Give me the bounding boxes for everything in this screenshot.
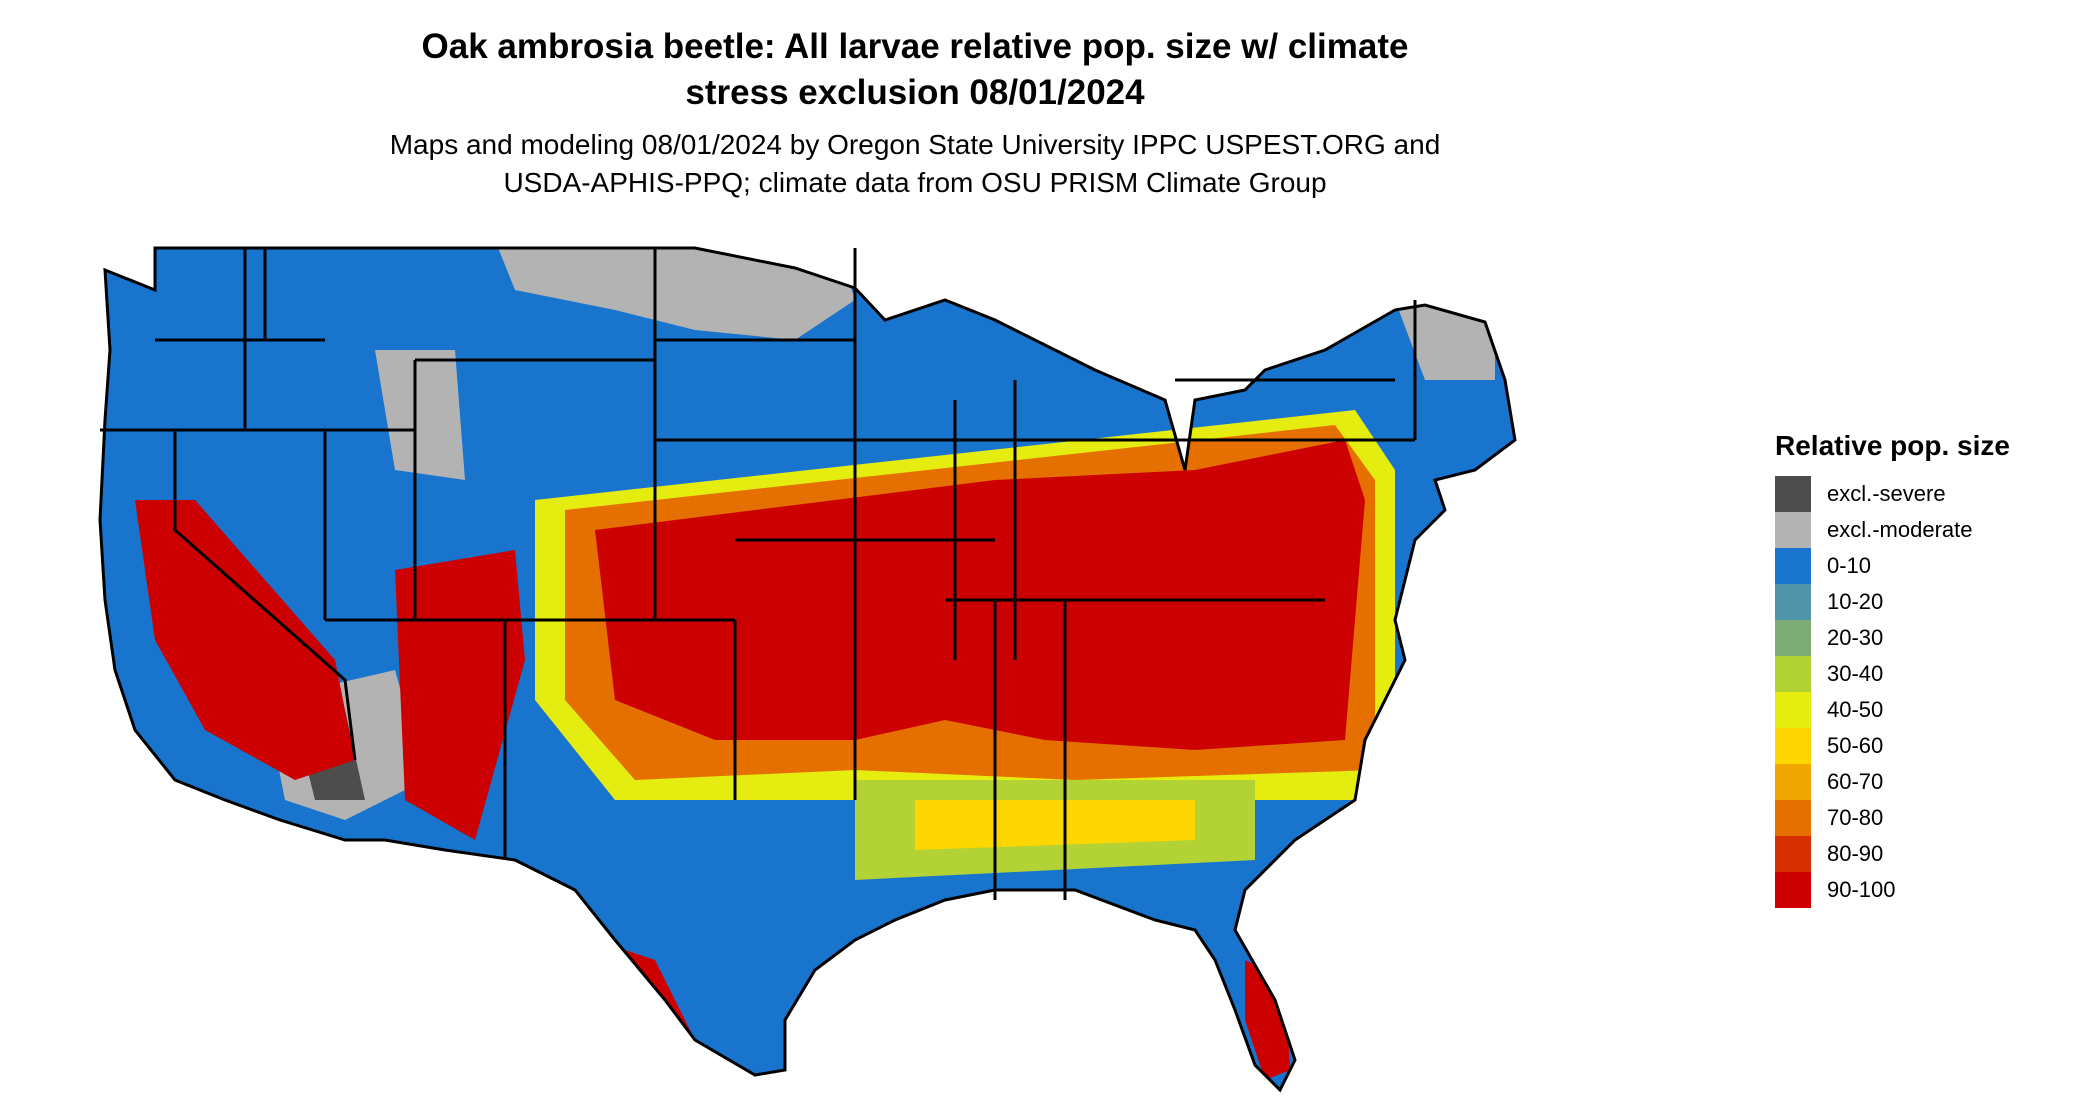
subtitle-line-1: Maps and modeling 08/01/2024 by Oregon S…	[389, 129, 1441, 160]
zone-excl-wyoming	[375, 350, 465, 480]
legend-swatch	[1775, 584, 1811, 620]
legend-swatch	[1775, 764, 1811, 800]
legend-item: 90-100	[1775, 872, 2075, 908]
legend-label: 30-40	[1827, 661, 1884, 686]
legend-label: 90-100	[1827, 877, 1896, 902]
legend-item: 40-50	[1775, 692, 2075, 728]
legend-label: 60-70	[1827, 769, 1884, 794]
us-map	[95, 240, 1755, 1110]
legend-label: 0-10	[1827, 553, 1872, 578]
legend-items: excl.-severe excl.-moderate 0-10 10-20 20-30…	[1775, 476, 2075, 908]
zone-90-100-california	[135, 500, 355, 780]
legend-label: 50-60	[1827, 733, 1884, 758]
legend-swatch	[1775, 692, 1811, 728]
legend-swatch	[1775, 728, 1811, 764]
legend-label: excl.-severe	[1827, 481, 1946, 506]
legend-swatch	[1775, 800, 1811, 836]
legend-swatch	[1775, 656, 1811, 692]
zone-50-60-gulf	[915, 800, 1195, 850]
us-map-svg	[98, 246, 1517, 1092]
legend-title: Relative pop. size	[1775, 430, 2010, 461]
legend-swatch	[1775, 548, 1811, 584]
map-title: Oak ambrosia beetle: All larvae relative…	[0, 24, 1830, 116]
legend-swatch	[1775, 476, 1811, 512]
choropleth-fills	[100, 248, 1515, 1090]
legend-label: excl.-moderate	[1827, 517, 1973, 542]
legend-swatch	[1775, 872, 1811, 908]
zone-90-100-florida	[1245, 960, 1290, 1080]
legend-item: 30-40	[1775, 656, 2075, 692]
title-line-2: stress exclusion 08/01/2024	[685, 73, 1145, 112]
zone-excl-maine	[1395, 300, 1495, 380]
zone-90-100-central	[595, 440, 1365, 750]
legend-item: 10-20	[1775, 584, 2075, 620]
legend-swatch	[1775, 620, 1811, 656]
legend-label: 10-20	[1827, 589, 1884, 614]
legend-item: 50-60	[1775, 728, 2075, 764]
legend-label: 20-30	[1827, 625, 1884, 650]
legend-swatch	[1775, 836, 1811, 872]
subtitle-line-2: USDA-APHIS-PPQ; climate data from OSU PR…	[503, 167, 1327, 198]
title-line-1: Oak ambrosia beetle: All larvae relative…	[421, 27, 1409, 66]
border-ca-nv	[173, 430, 357, 761]
legend-label: 80-90	[1827, 841, 1884, 866]
legend-item: 80-90	[1775, 836, 2075, 872]
legend-item: excl.-severe	[1775, 476, 2075, 512]
legend-label: 40-50	[1827, 697, 1884, 722]
legend-item: 60-70	[1775, 764, 2075, 800]
legend-label: 70-80	[1827, 805, 1884, 830]
legend-swatch	[1775, 512, 1811, 548]
legend-item: excl.-moderate	[1775, 512, 2075, 548]
legend-item: 0-10	[1775, 548, 2075, 584]
state-boundaries	[100, 248, 1417, 900]
zone-90-100-southwest	[395, 550, 525, 840]
legend-item: 20-30	[1775, 620, 2075, 656]
legend-item: 70-80	[1775, 800, 2075, 836]
zone-excl-north	[495, 248, 855, 340]
map-subtitle: Maps and modeling 08/01/2024 by Oregon S…	[0, 126, 1830, 202]
legend: Relative pop. size excl.-severe excl.-mod…	[1775, 430, 2075, 908]
